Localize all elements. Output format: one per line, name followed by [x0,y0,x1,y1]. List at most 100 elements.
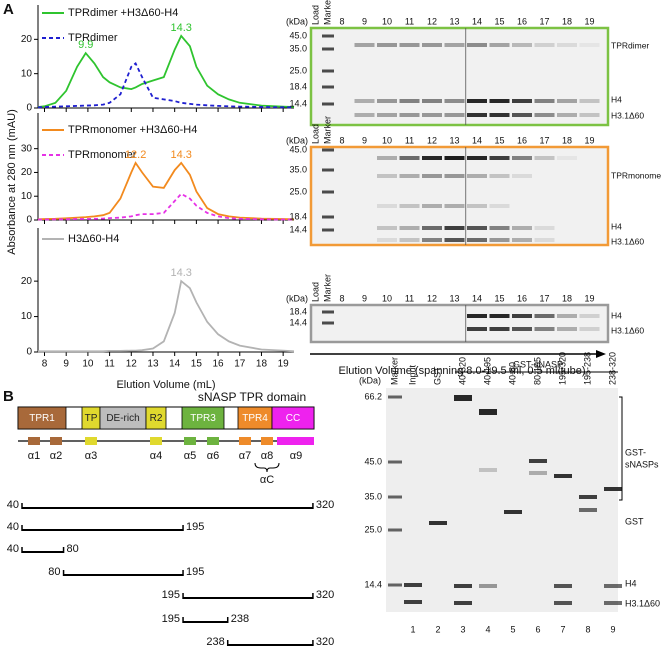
gel-band [512,327,532,331]
gel-band [512,156,532,160]
lane-label: 15 [494,293,504,303]
kda-label: (kDa) [359,375,381,385]
gel-band [467,204,487,208]
lane-label: 12 [427,135,437,145]
series-line [37,34,295,108]
marker-label: 25.0 [364,524,382,534]
y-tick-label: 20 [21,34,33,45]
helix [28,437,40,445]
gel-band [444,99,465,103]
gel-band [399,226,420,230]
lane-label: Load [310,124,320,144]
gel-band [489,174,510,178]
gel [309,145,610,247]
gel-band [354,99,375,103]
domain-block [181,406,225,430]
legend-label: H3Δ60-H4 [68,233,119,245]
gel-band [579,113,600,117]
gel-band [467,113,487,117]
marker-label: 45.0 [289,30,307,40]
lane-label: 8 [339,16,344,26]
gel-band [512,43,532,47]
legend-label: TPRdimer +H3Δ60-H4 [68,7,178,19]
lane-number: 1 [410,624,415,634]
band-label: H3.1Δ60 [611,110,644,120]
gel-band [489,327,510,331]
lane-label: Marker [389,357,399,385]
marker-band [388,460,402,464]
band-label: TPRmonomer [611,170,661,180]
x-tick-label: 10 [82,359,94,370]
gel-band [399,99,420,103]
panel-label: A [3,1,14,18]
band-label: GST- [625,447,646,457]
gel-band [534,99,555,103]
legend-label: TPRdimer [68,32,118,44]
x-tick-label: 8 [42,359,48,370]
gel-band [489,226,510,230]
band-label: H3.1Δ60 [611,236,644,246]
marker-band [322,310,334,314]
gel-band [444,156,465,160]
gel [386,388,618,612]
marker-band [388,395,402,399]
lane-number: 3 [460,624,465,634]
domain-label: R2 [150,413,163,424]
band-label: H4 [625,578,637,588]
gel-band [489,156,510,160]
gel-band [454,584,472,588]
series-line [37,61,294,109]
panel-label: B [3,388,14,405]
gel-band [422,238,442,242]
helix-label: α8 [261,450,273,462]
lane-label: 9 [362,135,367,145]
helix [239,437,251,445]
y-tick-label: 10 [21,191,33,202]
y-tick-label: 30 [21,143,33,154]
construct-start: 80 [48,566,60,578]
gel-band [512,314,532,318]
gel-band [534,113,555,117]
marker-label: 35.0 [364,491,382,501]
x-tick-label: 13 [147,359,159,370]
construct-start: 195 [162,613,180,625]
domain-label: TPR4 [242,413,268,424]
lane-number: 8 [585,624,590,634]
gel-band [512,226,532,230]
peak-label: 12.2 [125,149,146,161]
gel-band [579,495,597,499]
lane-label: 8 [339,135,344,145]
gel-band [489,99,510,103]
gel-band [557,314,577,318]
lane-label: 14 [472,293,482,303]
marker-band [388,528,402,532]
gel-band [534,238,555,242]
gel-band [467,314,487,318]
gel [309,303,610,344]
gel-band [444,43,465,47]
gel-band [489,204,510,208]
x-tick-label: 18 [256,359,268,370]
gel-band [512,113,532,117]
lane-label: 16 [517,135,527,145]
gel-band [579,314,600,318]
gel-band [422,156,442,160]
y-tick-label: 20 [21,167,33,178]
helix-label: α1 [28,450,40,462]
marker-band [388,583,402,587]
construct-start: 40 [7,543,19,555]
gel-band [489,238,510,242]
lane-label: 18 [562,135,572,145]
helix [277,437,314,445]
peak-label: 9.9 [78,39,93,51]
x-tick-label: 9 [63,359,69,370]
marker-label: 18.4 [289,81,307,91]
gel-band [512,238,532,242]
gel-band [479,584,497,588]
lane-label: 17 [539,16,549,26]
gel-band [429,521,447,525]
domain-label: TPR1 [29,413,55,424]
domain-block [271,406,315,430]
gel-band [604,487,622,491]
gel-band [444,174,465,178]
